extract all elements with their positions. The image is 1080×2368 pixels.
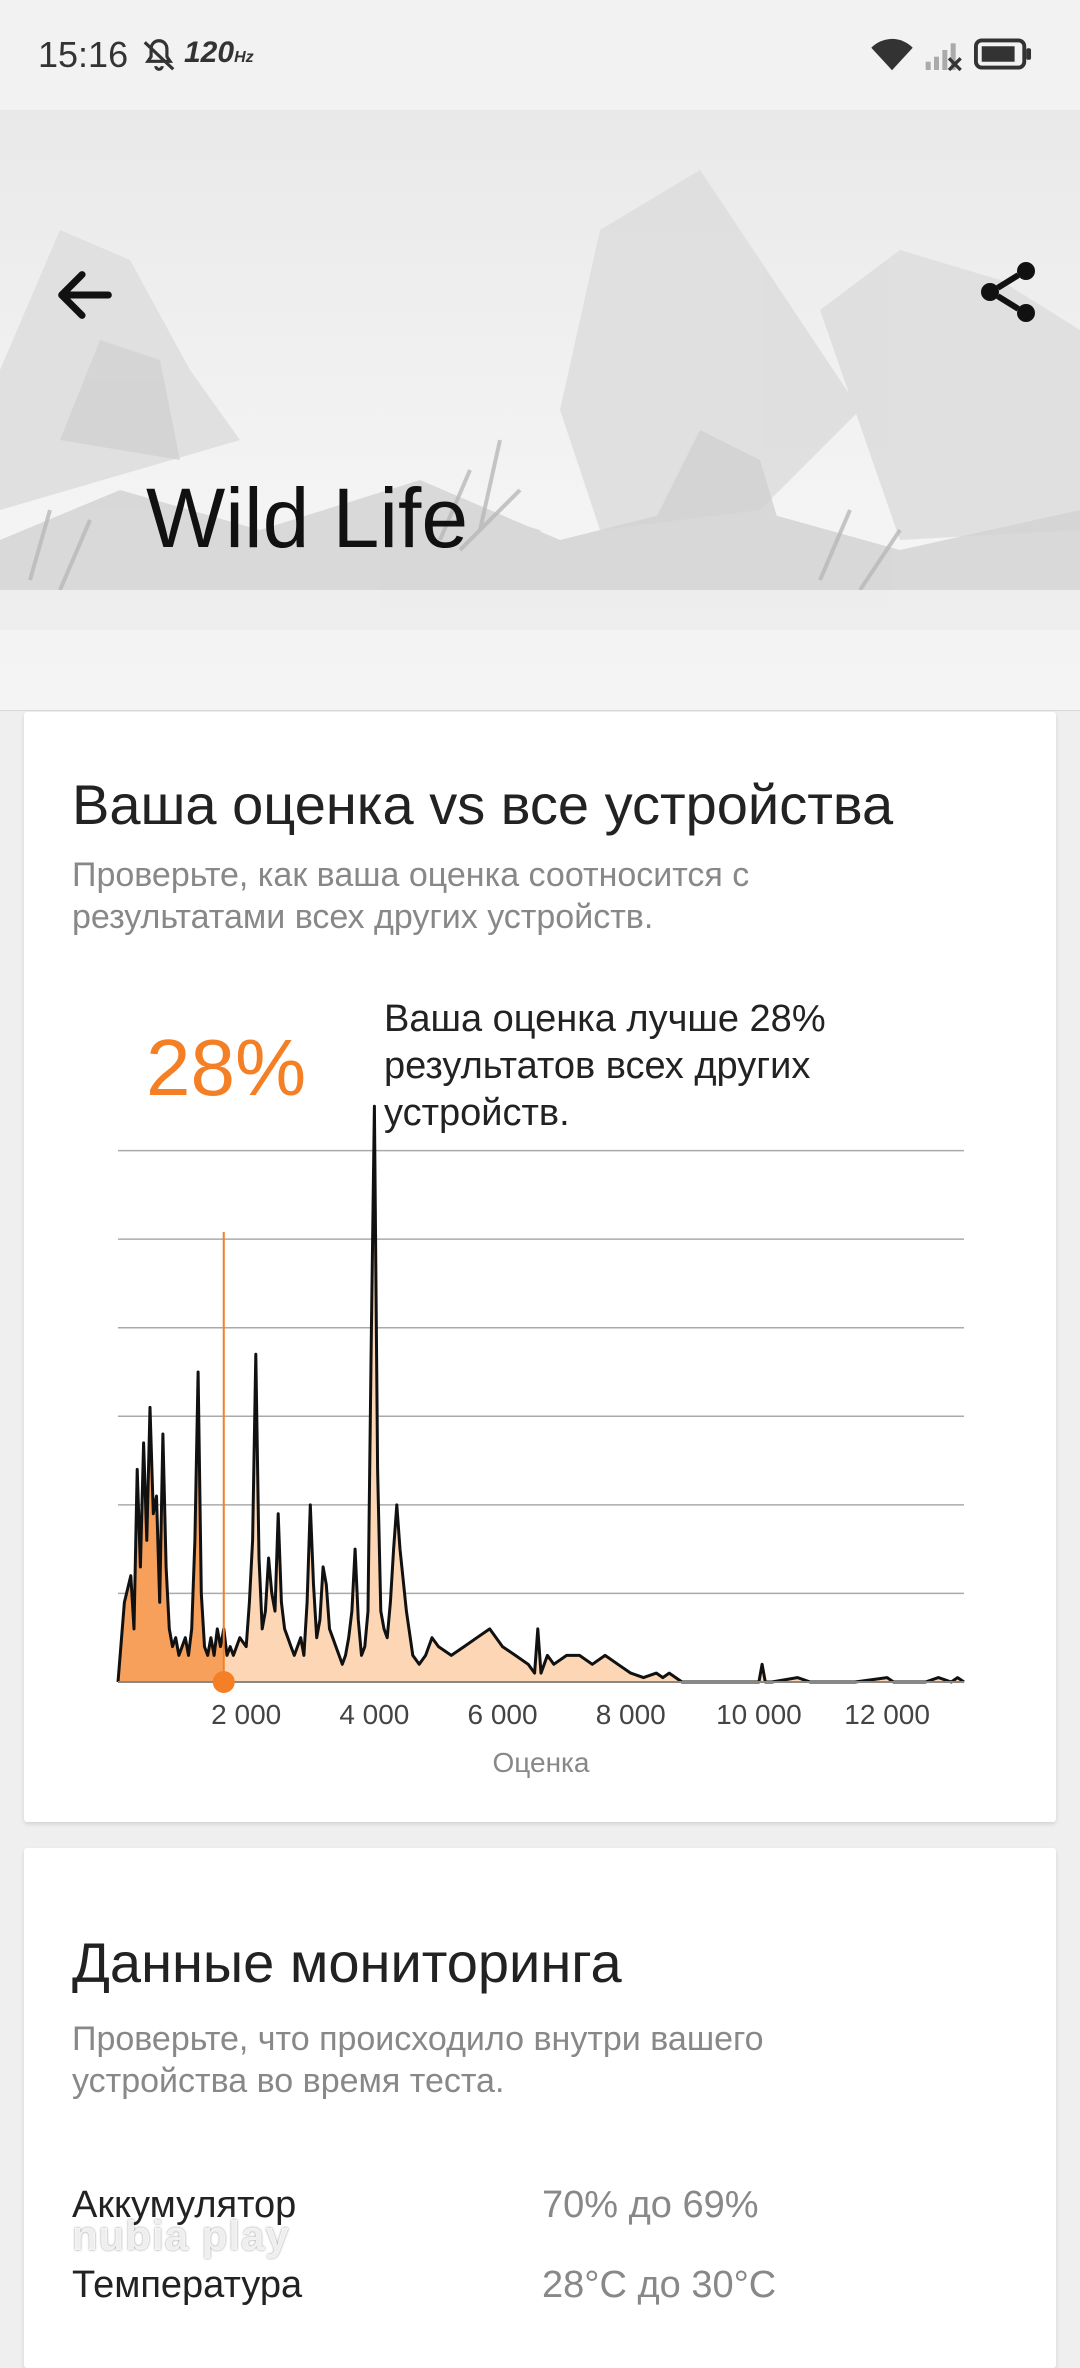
rocks-background-image [0,170,1080,710]
score-distribution-chart: 2 000 4 000 6 000 8 000 10 000 12 000 Оценка [116,1104,965,1778]
refresh-rate-unit: Hz [234,49,254,66]
refresh-rate-value: 120 [184,36,235,69]
comparison-subtitle: Проверьте, как ваша оценка соотносится с… [72,856,750,936]
x-tick-label: 12 000 [844,1699,930,1730]
distribution-area [118,1106,964,1682]
refresh-rate: 120Hz [184,36,254,70]
monitoring-title: Данные мониторинга [72,1931,622,1994]
monitoring-subtitle: Проверьте, что происходило внутри вашего… [72,2020,764,2100]
battery-value: 70% до 69% [542,2184,759,2226]
signal-icon [925,43,962,72]
battery-icon [974,38,1032,70]
header-banner: Wild Life [0,110,1080,711]
x-tick-label: 6 000 [468,1699,538,1730]
x-tick-label: 10 000 [716,1699,802,1730]
page-title: Wild Life [146,471,469,565]
comparison-title: Ваша оценка vs все устройства [72,773,894,836]
x-tick-label: 8 000 [596,1699,666,1730]
temperature-label: Температура [72,2264,303,2306]
temperature-value: 28°C до 30°C [542,2264,777,2306]
your-score-marker [212,1671,235,1693]
wifi-icon [871,38,913,71]
clock: 15:16 [38,34,129,75]
monitoring-card: Данные мониторинга Проверьте, что происх… [24,1848,1056,2368]
share-icon[interactable] [972,256,1044,328]
x-tick-label: 4 000 [339,1699,409,1730]
score-comparison-card: Ваша оценка vs все устройства Проверьте,… [24,712,1056,1822]
battery-label: Аккумулятор [72,2184,297,2226]
x-axis-label: Оценка [493,1747,590,1778]
back-arrow-icon[interactable] [50,260,120,330]
percentile-value: 28% [146,1023,307,1112]
percentile-description: Ваша оценка лучше 28% результатов всех д… [384,998,826,1134]
watermark-logo: nubia play [72,2212,290,2259]
distribution-outline [116,1104,965,1684]
muted-bell-icon [143,39,175,71]
x-tick-label: 2 000 [211,1699,281,1730]
status-bar: 15:16 120Hz [0,0,1080,110]
